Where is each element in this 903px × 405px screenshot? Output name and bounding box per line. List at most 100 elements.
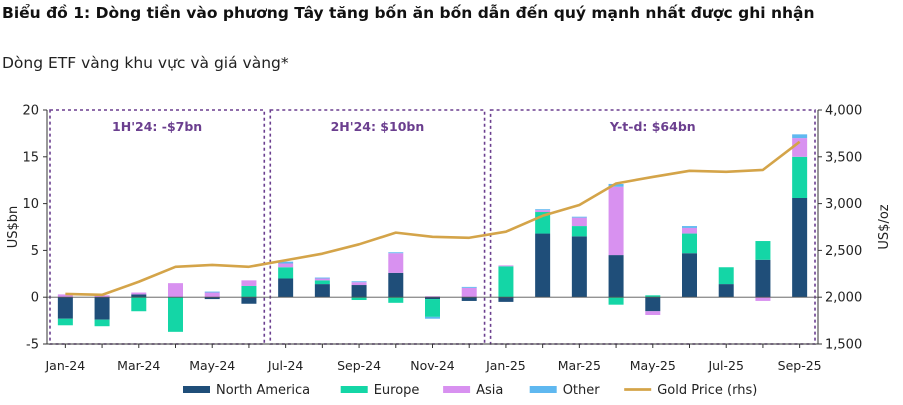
right-tick-label: 3,500: [825, 150, 862, 165]
bar-asia: [204, 292, 220, 298]
bar-asia: [608, 186, 624, 256]
bar-other: [461, 286, 477, 288]
bar-north-america: [461, 297, 477, 301]
left-tick-label: 15: [22, 150, 39, 165]
annotation-label: 2H'24: $10bn: [331, 119, 425, 134]
legend-label: Europe: [374, 383, 420, 398]
bar-asia: [498, 265, 514, 267]
right-axis-label: US$/oz: [877, 204, 892, 249]
bar-other: [608, 183, 624, 187]
bar-asia: [278, 263, 294, 268]
bar-north-america: [131, 294, 147, 298]
bar-asia: [57, 294, 73, 298]
x-tick-label: Jul-25: [707, 358, 744, 373]
bar-other: [792, 134, 808, 139]
bar-europe: [314, 280, 330, 285]
x-tick-label: Sep-24: [337, 358, 381, 373]
bar-asia: [241, 280, 257, 286]
bar-other: [314, 277, 330, 279]
bar-other: [425, 316, 440, 319]
bar-asia: [168, 283, 183, 298]
gold-price-line: [65, 140, 801, 297]
bar-other: [204, 291, 220, 293]
bar-other: [388, 252, 404, 254]
annotation-label: 1H'24: -$7bn: [112, 119, 202, 134]
legend-swatch: [529, 386, 557, 393]
bar-europe: [57, 318, 73, 326]
x-tick-label: Sep-25: [778, 358, 822, 373]
bar-asia: [131, 292, 147, 295]
bar-asia: [792, 138, 808, 157]
left-tick-label: 20: [22, 104, 39, 119]
x-tick-label: Nov-24: [410, 358, 455, 373]
bar-asia: [535, 210, 551, 213]
bar-europe: [241, 285, 257, 298]
x-tick-label: Jan-24: [45, 358, 86, 373]
bar-asia: [425, 296, 440, 298]
right-tick-label: 2,000: [825, 291, 862, 306]
legend-label: Gold Price (rhs): [657, 383, 757, 398]
bar-europe: [571, 226, 587, 237]
bar-north-america: [718, 284, 734, 298]
legend-swatch: [183, 386, 210, 393]
bar-north-america: [351, 285, 367, 298]
bar-asia: [314, 278, 330, 281]
bar-north-america: [204, 297, 220, 300]
bar-other: [571, 216, 587, 218]
x-tick-label: May-25: [630, 358, 676, 373]
bar-north-america: [682, 253, 697, 298]
bar-europe: [94, 319, 110, 327]
bar-europe: [792, 156, 808, 198]
bar-north-america: [755, 259, 771, 298]
legend-swatch: [443, 386, 471, 393]
bar-asia: [351, 282, 367, 286]
annotation-box: [269, 109, 486, 345]
x-tick-label: Mar-25: [558, 358, 601, 373]
chart-subtitle: Dòng ETF vàng khu vực và giá vàng*: [2, 54, 289, 72]
bar-north-america: [535, 233, 551, 298]
bar-europe: [645, 295, 661, 298]
bar-north-america: [57, 297, 73, 319]
bar-asia: [571, 217, 587, 227]
bar-europe: [278, 267, 294, 279]
bar-north-america: [498, 297, 514, 302]
bar-other: [351, 281, 367, 283]
left-tick-label: 10: [22, 197, 39, 212]
legend-label: Asia: [476, 383, 503, 398]
bar-europe: [131, 297, 147, 312]
bar-north-america: [241, 297, 257, 304]
left-axis-label: US$bn: [6, 206, 21, 249]
bar-north-america: [571, 236, 587, 298]
bar-europe: [168, 297, 183, 332]
bar-north-america: [388, 272, 404, 298]
bar-asia: [682, 227, 697, 234]
annotation-box: [49, 109, 266, 345]
left-tick-label: 0: [31, 291, 39, 306]
right-tick-label: 4,000: [825, 104, 862, 119]
bar-other: [535, 209, 551, 211]
bar-asia: [755, 297, 771, 301]
bar-other: [278, 261, 294, 264]
bar-other: [682, 226, 697, 228]
bar-asia: [94, 295, 110, 298]
bar-north-america: [645, 297, 661, 312]
bar-north-america: [608, 255, 624, 298]
bar-asia: [388, 253, 404, 273]
bar-europe: [608, 297, 624, 305]
bar-asia: [645, 311, 661, 315]
bar-europe: [755, 241, 771, 260]
annotation-label: Y-t-d: $64bn: [609, 119, 696, 134]
x-tick-label: Mar-24: [117, 358, 160, 373]
x-tick-label: May-24: [189, 358, 235, 373]
left-tick-label: -5: [26, 338, 39, 353]
right-tick-label: 3,000: [825, 197, 862, 212]
x-tick-label: Jan-25: [485, 358, 526, 373]
bar-europe: [425, 299, 440, 317]
bar-europe: [682, 233, 697, 254]
bar-north-america: [425, 297, 440, 300]
bar-europe: [351, 297, 367, 301]
left-tick-label: 5: [31, 244, 39, 259]
right-tick-label: 2,500: [825, 244, 862, 259]
bar-north-america: [278, 278, 294, 298]
